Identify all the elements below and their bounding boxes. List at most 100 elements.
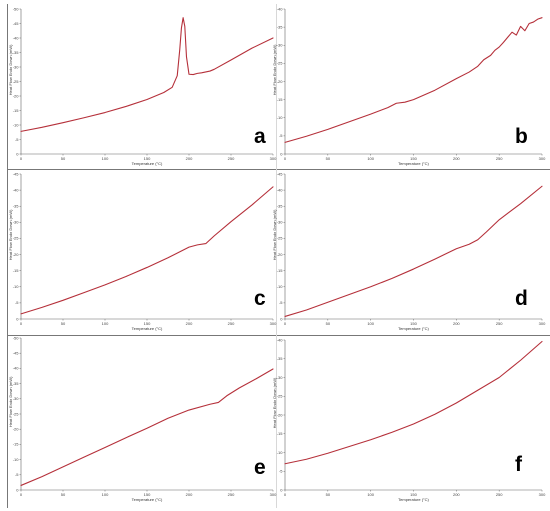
x-tick-label: 150 <box>144 156 151 161</box>
y-tick-label: -25 <box>277 61 284 66</box>
y-tick-label: -25 <box>13 79 20 84</box>
y-tick-label: -10 <box>13 122 20 127</box>
y-tick-label: -20 <box>277 79 284 84</box>
y-tick-label: -30 <box>277 375 284 380</box>
heat-flow-curve <box>20 368 274 486</box>
x-axis-title: Temperature (°C) <box>398 161 429 166</box>
x-tick-label: 300 <box>270 492 277 497</box>
dsc-panel-d: 0 50 100 150 200 250 300 0 -5 -10 -15 -20 -25 -30 -35-… <box>272 170 550 335</box>
x-tick-label: 300 <box>539 321 546 326</box>
x-tick-label: 200 <box>186 492 193 497</box>
y-tick-label: -40 <box>13 366 20 371</box>
y-tick-label: -10 <box>277 115 284 120</box>
x-axis-title: Temperature (°C) <box>132 497 163 502</box>
y-tick-label: -35 <box>277 356 284 361</box>
y-tick-label: -40 <box>277 187 284 192</box>
y-tick-label: -5 <box>279 469 283 474</box>
x-tick-label: 200 <box>186 321 193 326</box>
x-tick-label: 50 <box>326 321 331 326</box>
column-divider <box>276 4 277 508</box>
x-tick-label: 250 <box>496 156 503 161</box>
dsc-chart-e: 0 50 100 150 200 250 300 0 -5 -10 -15 -20 -25 -30 -35 -… <box>8 335 277 502</box>
y-tick-label: -20 <box>13 93 20 98</box>
horizontal-divider-top <box>8 169 550 170</box>
x-tick-label: 50 <box>61 492 66 497</box>
x-tick-label: 300 <box>270 321 277 326</box>
y-tick-label: -45 <box>277 171 284 176</box>
y-tick-label: -35 <box>13 204 20 209</box>
heat-flow-curve <box>284 340 543 465</box>
vertical-divider <box>7 4 8 508</box>
y-axis-title: Heat Flow Endo Down (mW) <box>8 376 13 427</box>
x-tick-label: 250 <box>496 321 503 326</box>
y-tick-label: 0 <box>280 487 283 492</box>
horizontal-divider-middle <box>8 335 550 336</box>
y-tick-label: -20 <box>13 252 20 257</box>
y-tick-label: -45 <box>13 171 20 176</box>
y-tick-label: -30 <box>13 64 20 69</box>
x-tick-label: 0 <box>20 321 23 326</box>
y-tick-label: -40 <box>277 6 284 11</box>
y-tick-label: -20 <box>277 412 284 417</box>
x-tick-label: 250 <box>228 156 235 161</box>
x-tick-label: 100 <box>102 321 109 326</box>
y-tick-label: 0 <box>280 151 283 156</box>
y-tick-label: -5 <box>15 300 19 305</box>
y-tick-label: 0 <box>16 487 19 492</box>
heat-flow-curve <box>284 17 543 143</box>
y-axis-title: Heat Flow Endo Down (mW) <box>272 209 277 260</box>
y-tick-label: 0 <box>16 151 19 156</box>
y-tick-label: -5 <box>15 472 19 477</box>
x-tick-label: 150 <box>410 321 417 326</box>
dsc-panel-c: 0 50 100 150 200 250 300 0 -5 -10 -15 -20 -25 -30 -35 -… <box>8 170 277 335</box>
heat-flow-curve <box>20 186 274 315</box>
panel-label: c <box>254 287 266 310</box>
y-tick-label: -10 <box>13 457 20 462</box>
dsc-chart-b: 0 50 100 150 200 250 3000-5-10-15-20-25-30-35-… <box>272 6 546 166</box>
y-tick-label: -25 <box>13 236 20 241</box>
y-tick-label: -40 <box>13 187 20 192</box>
dsc-chart-f: 0 50 100 150 200 250 3000-5-10-15-20-25-30-35-… <box>272 337 546 502</box>
x-tick-label: 0 <box>284 321 287 326</box>
dsc-panel-a: 0 50 100 150 200 250 300 0 -5 -10 -15 -20 -25 -30 -35 -… <box>8 4 277 169</box>
panel-label: f <box>515 453 522 476</box>
y-tick-label: -15 <box>13 442 20 447</box>
dsc-chart-d: 0 50 100 150 200 250 3000-5-10-15-20-25-30-35-… <box>272 171 546 331</box>
dsc-chart-c: 0 50 100 150 200 250 300 0 -5 -10 -15 -20 -25 -30 -35 -… <box>8 171 277 331</box>
y-tick-label: -25 <box>277 394 284 399</box>
y-tick-label: -15 <box>277 431 284 436</box>
y-tick-label: -40 <box>277 337 284 342</box>
x-tick-label: 200 <box>186 156 193 161</box>
x-axis-title: Temperature (°C) <box>398 326 429 331</box>
y-tick-label: -10 <box>277 450 284 455</box>
x-tick-label: 0 <box>20 492 23 497</box>
x-tick-label: 100 <box>367 321 374 326</box>
x-tick-label: 0 <box>284 156 287 161</box>
y-tick-label: -35 <box>13 381 20 386</box>
x-axis-title: Temperature (°C) <box>132 326 163 331</box>
y-tick-label: -15 <box>277 268 284 273</box>
y-tick-label: -20 <box>13 427 20 432</box>
y-tick-label: -35 <box>277 24 284 29</box>
x-tick-label: 100 <box>102 492 109 497</box>
x-tick-label: 150 <box>410 156 417 161</box>
panel-label: e <box>254 456 266 479</box>
x-tick-label: 250 <box>496 492 503 497</box>
y-tick-label: -5 <box>279 133 283 138</box>
y-tick-label: -30 <box>277 43 284 48</box>
y-tick-label: -45 <box>13 21 20 26</box>
x-tick-label: 0 <box>20 156 23 161</box>
x-tick-label: 50 <box>326 156 331 161</box>
y-tick-label: -35 <box>13 50 20 55</box>
x-tick-label: 300 <box>539 156 546 161</box>
x-tick-label: 150 <box>144 492 151 497</box>
x-tick-label: 300 <box>270 156 277 161</box>
heat-flow-curve <box>20 17 274 132</box>
y-tick-label: 0 <box>280 316 283 321</box>
x-tick-label: 150 <box>144 321 151 326</box>
dsc-panel-e: 0 50 100 150 200 250 300 0 -5 -10 -15 -20 -25 -30 -35 -… <box>8 335 277 508</box>
dsc-panel-b: 0 50 100 150 200 250 300 0 -5 -10 -15 -20 -25 -30 -35-… <box>272 4 550 169</box>
x-tick-label: 150 <box>410 492 417 497</box>
heat-flow-curve <box>284 185 543 317</box>
